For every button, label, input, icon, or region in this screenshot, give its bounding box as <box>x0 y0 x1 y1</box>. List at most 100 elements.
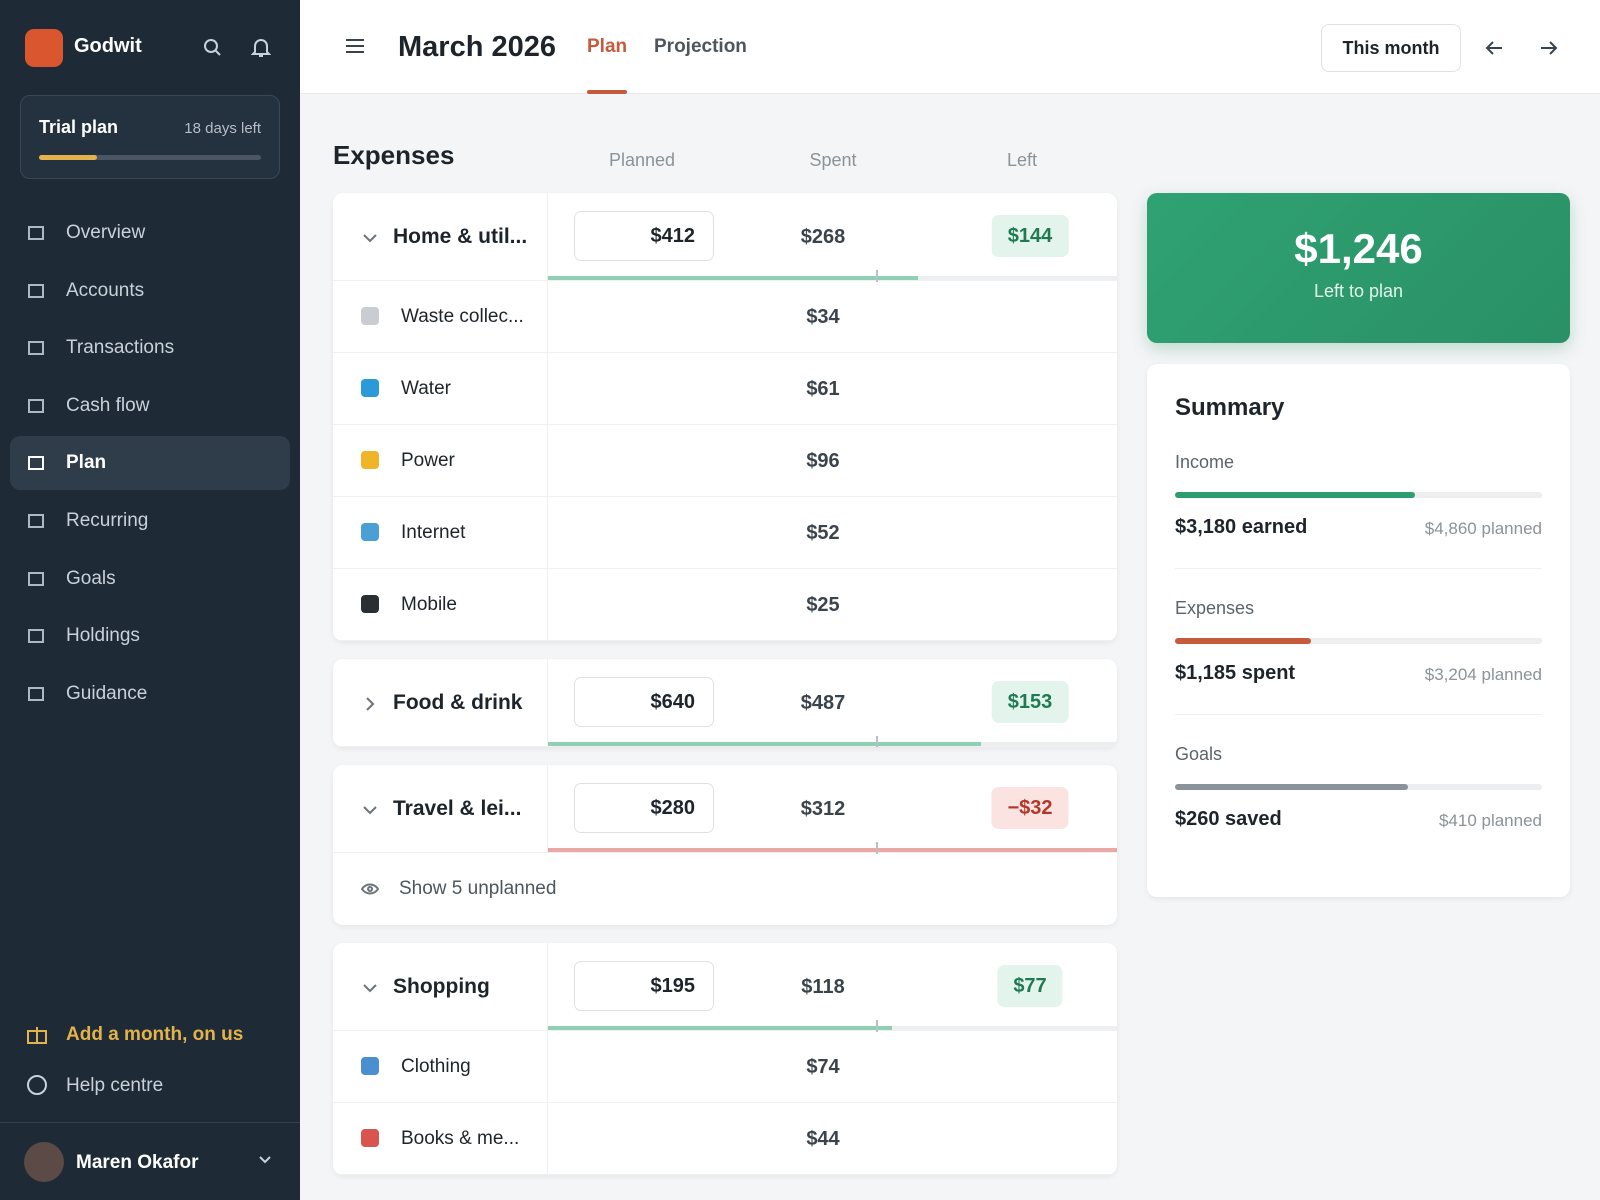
prev-button[interactable] <box>1484 38 1504 58</box>
summary-value: $260 saved <box>1175 808 1282 830</box>
search-icon[interactable] <box>203 38 223 58</box>
progress-track <box>548 1020 1117 1032</box>
column-header: Planned <box>608 150 676 170</box>
item-name: Books & me... <box>401 1128 520 1149</box>
chevron <box>363 806 377 815</box>
expense-item[interactable]: Internet $52 <box>333 497 1117 569</box>
show-unplanned-label: Show 5 unplanned <box>399 878 557 899</box>
expense-item[interactable]: Waste collec... $34 <box>333 281 1117 353</box>
eye-icon <box>361 883 379 895</box>
name-column <box>333 659 548 746</box>
promo-link[interactable]: Add a month, on us <box>66 1024 244 1045</box>
item-name: Mobile <box>401 594 457 615</box>
this-month-button[interactable]: This month <box>1321 24 1461 72</box>
trial-days: 18 days left <box>184 120 261 137</box>
name-column <box>333 1103 548 1174</box>
summary-fill <box>1175 492 1416 498</box>
item-spent: $25 <box>806 594 840 616</box>
expense-item[interactable]: Books & me... $44 <box>333 1103 1117 1175</box>
group-spent: $268 <box>800 226 846 248</box>
summary-label: Expenses <box>1175 598 1255 618</box>
progress-marker <box>876 736 878 747</box>
user-name[interactable]: Maren Okafor <box>76 1152 199 1173</box>
nav-icon <box>28 226 44 240</box>
nav-item[interactable]: Plan <box>10 436 290 491</box>
nav-label: Recurring <box>66 510 149 531</box>
item-spent: $96 <box>806 450 840 472</box>
nav-item[interactable]: Goals <box>10 552 290 606</box>
nav-item[interactable]: Cash flow <box>10 379 290 433</box>
group-header[interactable]: Travel & lei... $280 $312 −$32 <box>333 765 1117 854</box>
tab[interactable]: Projection <box>654 36 747 57</box>
left-badge: $153 <box>991 681 1069 723</box>
item-name: Water <box>401 378 451 399</box>
item-icon <box>361 1057 379 1075</box>
group-spent: $118 <box>801 976 845 998</box>
show-unplanned[interactable]: Show 5 unplanned <box>333 853 1117 925</box>
next-button[interactable] <box>1539 38 1559 58</box>
planned-input[interactable]: $195 <box>574 961 714 1011</box>
name-column <box>333 569 548 640</box>
nav-label: Accounts <box>66 279 145 301</box>
sidebar: Godwit Trial plan 18 days left Overview A… <box>0 0 300 1200</box>
expense-item[interactable]: Water $61 <box>333 353 1117 425</box>
group-name: Food & drink <box>393 691 523 714</box>
trial-title: Trial plan <box>39 117 119 137</box>
planned-input[interactable]: $640 <box>574 677 714 727</box>
name-column <box>333 281 548 352</box>
expense-item[interactable]: Power $96 <box>333 425 1117 497</box>
summary-card: Summary Income $3,180 earned $4,860 planne… <box>1147 364 1570 897</box>
nav-label: Goals <box>66 567 116 589</box>
bell-icon[interactable] <box>251 37 271 59</box>
left-to-plan-card: $1,246 Left to plan <box>1147 193 1570 343</box>
nav-item[interactable]: Holdings <box>10 609 290 663</box>
left-badge: $144 <box>991 215 1069 257</box>
planned-input[interactable]: $412 <box>574 211 714 261</box>
tab[interactable]: Plan <box>587 36 628 57</box>
nav-label: Cash flow <box>66 394 150 416</box>
group-header[interactable]: Food & drink $640 $487 $153 <box>333 659 1117 747</box>
nav-icon <box>28 283 44 298</box>
progress-track <box>548 736 1117 747</box>
nav-item[interactable]: Overview <box>10 206 290 260</box>
expense-group: Travel & lei... $280 $312 −$32 Show 5 unplan… <box>333 765 1117 925</box>
item-icon <box>361 307 379 325</box>
left-to-plan-amount: $1,246 <box>1294 225 1423 272</box>
avatar <box>24 1142 64 1182</box>
menu-icon[interactable] <box>345 38 365 54</box>
item-name: Clothing <box>401 1056 471 1077</box>
help-link[interactable]: Help centre <box>66 1075 164 1096</box>
summary-value: $1,185 spent <box>1175 662 1296 684</box>
group-header[interactable]: Home & util... $412 $268 $144 <box>333 193 1117 282</box>
nav-label: Plan <box>66 452 107 474</box>
nav-icon <box>28 629 44 644</box>
planned-input[interactable]: $280 <box>574 783 714 833</box>
progress-fill <box>548 1026 893 1030</box>
nav-item[interactable]: Recurring <box>10 494 290 548</box>
name-column <box>333 425 548 496</box>
gift-icon <box>27 1027 47 1044</box>
tab-underline <box>587 90 627 94</box>
progress-track <box>548 842 1117 854</box>
item-icon <box>361 451 379 469</box>
page-title: March 2026 <box>398 31 556 63</box>
nav-item[interactable]: Accounts <box>10 264 290 318</box>
left-badge: −$32 <box>991 787 1069 829</box>
item-name: Waste collec... <box>401 306 524 327</box>
name-column <box>333 497 548 568</box>
expense-item[interactable]: Mobile $25 <box>333 569 1117 641</box>
nav-item[interactable]: Transactions <box>10 321 290 375</box>
progress-fill <box>548 276 919 280</box>
divider <box>0 1122 300 1123</box>
nav-icon <box>28 571 44 586</box>
left-badge: $77 <box>997 965 1063 1007</box>
help-icon <box>27 1075 47 1095</box>
chevron <box>363 984 377 993</box>
group-header[interactable]: Shopping $195 $118 $77 <box>333 943 1117 1032</box>
user-chevron[interactable] <box>258 1155 272 1165</box>
nav-item[interactable]: Guidance <box>10 667 290 721</box>
expense-item[interactable]: Clothing $74 <box>333 1031 1117 1103</box>
item-spent: $61 <box>806 378 840 400</box>
expense-group: Food & drink $640 $487 $153 <box>333 659 1117 747</box>
item-icon <box>361 379 379 397</box>
